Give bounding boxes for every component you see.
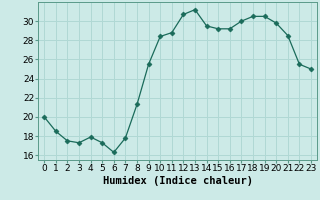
X-axis label: Humidex (Indice chaleur): Humidex (Indice chaleur) (103, 176, 252, 186)
